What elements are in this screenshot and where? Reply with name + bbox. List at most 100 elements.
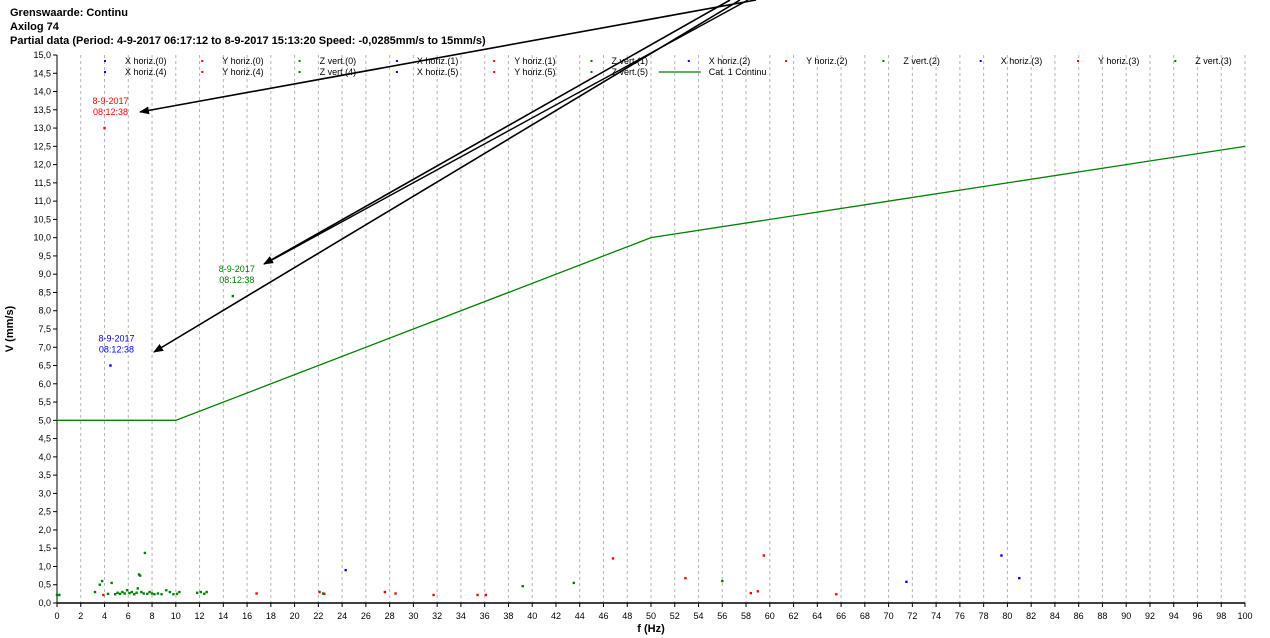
x-data-point bbox=[109, 364, 112, 367]
z-data-point bbox=[165, 589, 168, 592]
z-data-point bbox=[160, 593, 163, 596]
y-tick-label: 10,0 bbox=[33, 233, 51, 243]
x-tick-label: 42 bbox=[551, 611, 561, 621]
z-data-point bbox=[121, 590, 124, 594]
y-tick-label: 7,0 bbox=[38, 342, 51, 352]
legend-entry: Z vert.(2) bbox=[882, 56, 940, 66]
x-tick-label: 18 bbox=[266, 611, 276, 621]
z-data-point bbox=[148, 590, 151, 594]
legend-label: Y horiz.(1) bbox=[514, 56, 555, 66]
x-tick-label: 48 bbox=[622, 611, 632, 621]
y-tick-label: 2,0 bbox=[38, 525, 51, 535]
z-data-point bbox=[100, 579, 104, 583]
x-tick-label: 32 bbox=[432, 611, 442, 621]
y-data-point bbox=[102, 593, 105, 597]
legend-label: X horiz.(2) bbox=[709, 56, 751, 66]
y-tick-label: 14,5 bbox=[33, 68, 51, 78]
legend-entry: Cat. 1 Continu bbox=[658, 67, 766, 77]
legend-dot-swatch bbox=[104, 71, 106, 73]
y-tick-label: 4,5 bbox=[38, 434, 51, 444]
z-data-point bbox=[116, 591, 119, 594]
legend-label: Y horiz.(2) bbox=[806, 56, 847, 66]
legend-dot-swatch bbox=[882, 60, 885, 62]
z-data-point bbox=[178, 590, 181, 594]
y-data-point bbox=[255, 592, 258, 595]
legend-entry: X horiz.(5) bbox=[395, 67, 459, 77]
legend-label: Y horiz.(5) bbox=[514, 67, 555, 77]
legend-entry: Z vert.(5) bbox=[590, 67, 648, 77]
legend-dot-swatch bbox=[395, 71, 398, 73]
legend-dot-swatch bbox=[979, 60, 982, 62]
x-tick-label: 30 bbox=[408, 611, 418, 621]
z-data-point bbox=[205, 590, 208, 594]
legend-dot-swatch bbox=[395, 60, 398, 62]
z-data-point bbox=[55, 593, 59, 597]
annotation-time: 08:12:38 bbox=[99, 345, 134, 355]
legend-dot-swatch bbox=[1174, 60, 1177, 62]
legend-dot-swatch bbox=[590, 60, 593, 62]
x-tick-label: 62 bbox=[789, 611, 799, 621]
legend-dot-swatch bbox=[201, 60, 204, 62]
x-tick-label: 90 bbox=[1121, 611, 1131, 621]
legend-label: X horiz.(5) bbox=[417, 67, 459, 77]
z-data-point bbox=[138, 574, 142, 577]
y-tick-label: 3,0 bbox=[38, 488, 51, 498]
x-tick-label: 38 bbox=[503, 611, 513, 621]
legend-entry: X horiz.(0) bbox=[104, 56, 167, 66]
z-data-point bbox=[142, 592, 145, 595]
x-tick-label: 76 bbox=[955, 611, 965, 621]
annotation-arrow bbox=[139, 0, 757, 115]
x-tick-label: 26 bbox=[361, 611, 371, 621]
x-tick-label: 2 bbox=[78, 611, 83, 621]
annotation-layer: 8-9-201708:12:388-9-201708:12:388-9-2017… bbox=[93, 96, 255, 354]
y-tick-label: 3,5 bbox=[38, 470, 51, 480]
x-tick-label: 52 bbox=[670, 611, 680, 621]
legend-entry: Z vert.(3) bbox=[1174, 56, 1232, 66]
y-tick-label: 0,0 bbox=[38, 598, 51, 608]
annotation-arrow bbox=[153, 0, 741, 353]
x-tick-label: 24 bbox=[337, 611, 347, 621]
y-tick-label: 1,5 bbox=[38, 543, 51, 553]
legend-label: Z vert.(0) bbox=[320, 56, 357, 66]
z-data-point bbox=[135, 591, 138, 594]
y-data-point bbox=[684, 576, 687, 580]
z-data-point bbox=[143, 551, 147, 555]
y-tick-label: 4,0 bbox=[38, 452, 51, 462]
y-data-point bbox=[611, 557, 615, 560]
legend-label: X horiz.(0) bbox=[125, 56, 167, 66]
legend-entry: Y horiz.(4) bbox=[201, 67, 264, 77]
y-tick-label: 7,5 bbox=[38, 324, 51, 334]
x-tick-label: 100 bbox=[1237, 611, 1252, 621]
legend-dot-swatch bbox=[201, 71, 204, 73]
x-tick-label: 98 bbox=[1216, 611, 1226, 621]
x-tick-label: 10 bbox=[171, 611, 181, 621]
y-data-point bbox=[484, 593, 488, 597]
x-tick-label: 20 bbox=[290, 611, 300, 621]
y-tick-label: 6,0 bbox=[38, 379, 51, 389]
legend-label: Z vert.(4) bbox=[320, 67, 357, 77]
y-tick-label: 11,5 bbox=[34, 178, 51, 188]
x-tick-label: 70 bbox=[884, 611, 894, 621]
legend-label: Z vert.(2) bbox=[903, 56, 940, 66]
limit-layer bbox=[57, 145, 1246, 421]
legend-dot-swatch bbox=[493, 71, 496, 73]
x-tick-label: 8 bbox=[150, 611, 155, 621]
annotation-arrow-shaft bbox=[271, 0, 749, 261]
legend-label: Y horiz.(3) bbox=[1098, 56, 1139, 66]
annotation-date: 8-9-2017 bbox=[93, 96, 129, 106]
legend-dot-swatch bbox=[298, 60, 301, 62]
z-data-point bbox=[130, 590, 134, 594]
axes-layer: 0 2 4 6 8 10 12 14 16 18 20 22 24 26 28 30 32 34 36 38 40 42 4… bbox=[33, 50, 1252, 621]
legend-dot-swatch bbox=[785, 60, 788, 62]
legend-label: Z vert.(1) bbox=[612, 56, 649, 66]
z-data-point bbox=[118, 592, 122, 596]
y-tick-label: 10,5 bbox=[33, 214, 51, 224]
x-tick-label: 66 bbox=[836, 611, 846, 621]
annotation-arrow bbox=[263, 0, 731, 265]
z-data-point bbox=[172, 593, 175, 596]
x-tick-label: 92 bbox=[1145, 611, 1155, 621]
legend-entry: X horiz.(4) bbox=[104, 67, 167, 77]
annotation-time: 08:12:38 bbox=[219, 275, 254, 285]
z-data-point bbox=[93, 590, 97, 594]
